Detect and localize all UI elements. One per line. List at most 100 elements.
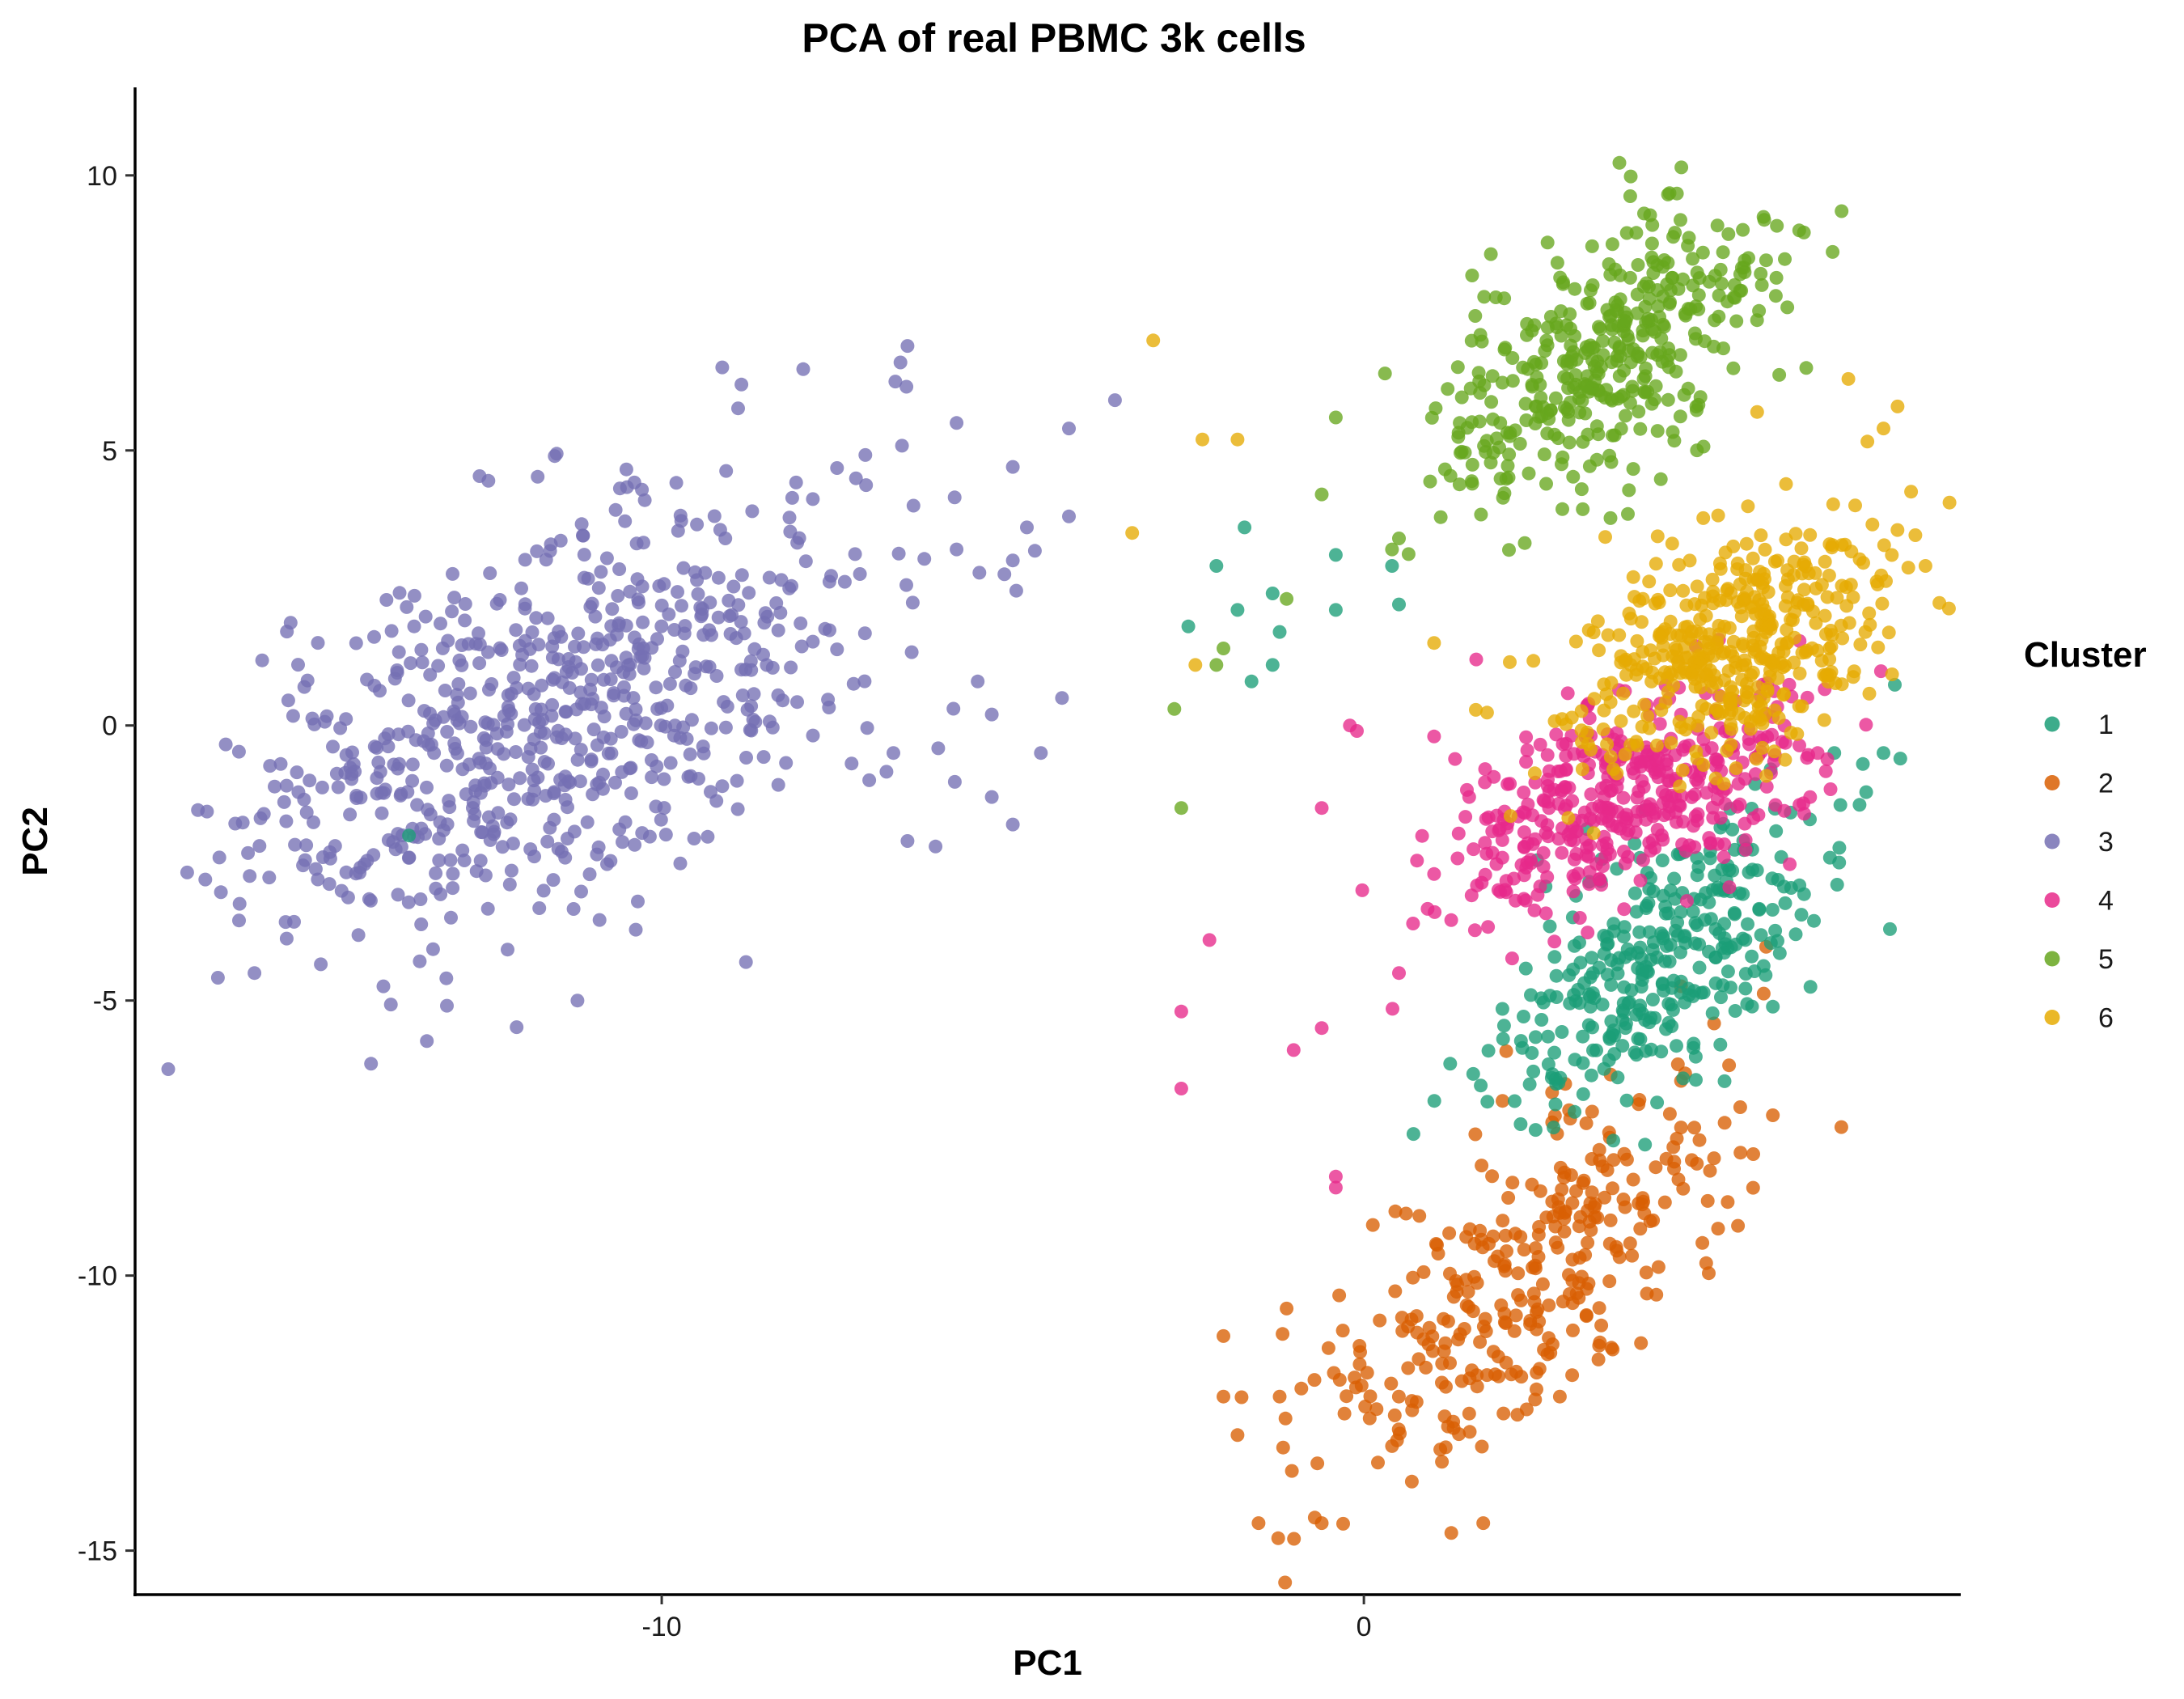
cluster-4-point bbox=[1560, 686, 1575, 701]
cluster-4-point bbox=[1691, 807, 1705, 821]
cluster-6-point bbox=[1623, 738, 1638, 752]
cluster-6-point bbox=[1574, 704, 1589, 718]
cluster-1-point bbox=[1794, 908, 1809, 922]
cluster-1-point bbox=[1610, 957, 1624, 972]
cluster-1-point bbox=[1746, 862, 1759, 877]
cluster-3-point bbox=[860, 721, 874, 735]
cluster-1-point bbox=[1634, 980, 1649, 994]
cluster-3-point bbox=[734, 568, 749, 583]
cluster-4-point bbox=[1661, 807, 1676, 821]
cluster-2-point bbox=[1579, 1116, 1594, 1130]
cluster-3-point bbox=[490, 770, 505, 785]
cluster-4-point bbox=[1427, 729, 1441, 744]
cluster-3-point bbox=[373, 684, 387, 698]
cluster-5-point bbox=[1674, 160, 1689, 175]
cluster-3-point bbox=[623, 584, 637, 599]
cluster-2-point bbox=[1462, 1371, 1477, 1386]
cluster-3-point bbox=[690, 517, 705, 532]
cluster-1-point bbox=[1536, 995, 1551, 1010]
cluster-1-point bbox=[1663, 938, 1678, 952]
cluster-3-point bbox=[594, 565, 608, 579]
cluster-6-point bbox=[1715, 705, 1729, 719]
cluster-1-point bbox=[1655, 854, 1670, 867]
cluster-3-point bbox=[771, 777, 785, 792]
cluster-6-point bbox=[1672, 714, 1687, 729]
cluster-4-point bbox=[1540, 870, 1555, 884]
y-tick-label: -15 bbox=[78, 1536, 117, 1567]
cluster-3-point bbox=[214, 885, 228, 900]
cluster-3-point bbox=[1005, 460, 1020, 474]
cluster-6-point bbox=[1738, 563, 1753, 578]
cluster-4-point bbox=[1495, 850, 1509, 865]
cluster-6-point bbox=[1719, 593, 1733, 608]
cluster-1-point bbox=[1522, 1077, 1537, 1091]
cluster-4-point bbox=[1592, 872, 1606, 887]
cluster-3-point bbox=[414, 642, 429, 657]
cluster-1-point bbox=[1769, 824, 1784, 838]
cluster-1-point bbox=[1602, 1030, 1617, 1044]
cluster-5-point bbox=[1629, 226, 1644, 240]
cluster-6-point bbox=[1717, 645, 1732, 659]
cluster-3-point bbox=[931, 741, 946, 756]
cluster-3-point bbox=[523, 842, 538, 857]
cluster-1-point bbox=[1717, 917, 1732, 931]
cluster-4-point bbox=[1386, 1002, 1399, 1016]
cluster-5-point bbox=[1768, 289, 1783, 303]
cluster-3-point bbox=[1062, 422, 1076, 436]
cluster-3-point bbox=[506, 671, 521, 685]
cluster-1-point bbox=[1714, 990, 1728, 1005]
legend-label-cluster-6: 6 bbox=[2098, 1003, 2114, 1034]
cluster-2-point bbox=[1687, 1121, 1702, 1135]
cluster-3-point bbox=[455, 762, 470, 777]
cluster-5-point bbox=[1539, 477, 1553, 491]
cluster-3-point bbox=[509, 745, 523, 759]
cluster-3-point bbox=[748, 714, 763, 729]
cluster-2-points bbox=[1217, 939, 1848, 1590]
cluster-4-point bbox=[1685, 790, 1699, 804]
cluster-5-point bbox=[1522, 466, 1536, 481]
cluster-4-point bbox=[1174, 1004, 1188, 1019]
cluster-5-point bbox=[1673, 348, 1687, 362]
cluster-5-point bbox=[1632, 405, 1646, 419]
cluster-2-point bbox=[1335, 1324, 1350, 1338]
cluster-4-point bbox=[1610, 780, 1624, 794]
cluster-1-point bbox=[1759, 968, 1773, 982]
cluster-3-point bbox=[740, 702, 755, 717]
cluster-2-point bbox=[1511, 1266, 1526, 1281]
cluster-3-point bbox=[1009, 583, 1023, 598]
cluster-5-point bbox=[1547, 427, 1562, 442]
cluster-3-point bbox=[595, 782, 610, 796]
cluster-6-point bbox=[1676, 583, 1691, 598]
cluster-1-point bbox=[1691, 860, 1706, 875]
cluster-5-point bbox=[1465, 457, 1479, 472]
cluster-2-point bbox=[1616, 1193, 1631, 1206]
cluster-3-point bbox=[583, 600, 598, 614]
cluster-5-point bbox=[1754, 278, 1769, 292]
cluster-3-point bbox=[291, 658, 305, 672]
cluster-5-point bbox=[1500, 459, 1515, 473]
cluster-5-point bbox=[1835, 204, 1849, 218]
cluster-6-point bbox=[1835, 538, 1849, 553]
cluster-4-point bbox=[1343, 718, 1357, 733]
cluster-3-point bbox=[446, 881, 460, 896]
cluster-5-point bbox=[1661, 392, 1675, 407]
cluster-3-point bbox=[514, 581, 528, 595]
cluster-2-point bbox=[1444, 1526, 1458, 1540]
cluster-3-point bbox=[231, 744, 246, 759]
cluster-6-point bbox=[1741, 499, 1755, 514]
cluster-3-point bbox=[984, 707, 999, 722]
cluster-3-point bbox=[691, 587, 705, 601]
cluster-4-point bbox=[1519, 730, 1534, 744]
cluster-2-point bbox=[1501, 1191, 1516, 1205]
cluster-1-point bbox=[1392, 597, 1406, 612]
cluster-3-point bbox=[1005, 817, 1020, 832]
cluster-2-point bbox=[1251, 1516, 1266, 1531]
cluster-6-point bbox=[1712, 556, 1727, 570]
cluster-3-point bbox=[900, 834, 915, 848]
cluster-3-point bbox=[523, 642, 537, 656]
cluster-3-point bbox=[846, 676, 861, 691]
cluster-1-point bbox=[1642, 925, 1657, 939]
cluster-5-point bbox=[1626, 462, 1640, 477]
cluster-5-point bbox=[1621, 506, 1635, 521]
cluster-3-point bbox=[715, 360, 730, 375]
